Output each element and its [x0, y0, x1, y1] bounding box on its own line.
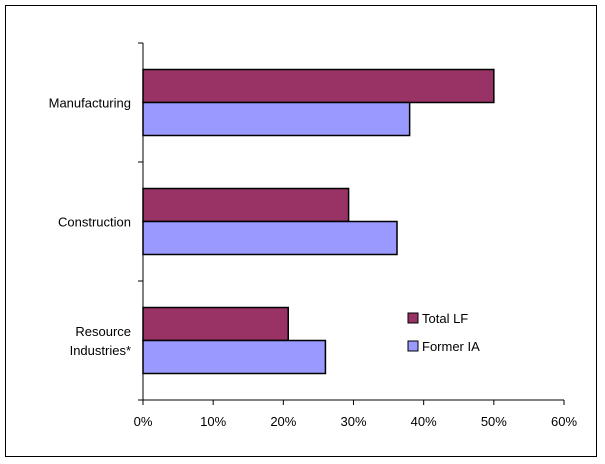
- x-tick-label: 30%: [340, 414, 366, 429]
- x-tick-label: 60%: [551, 414, 577, 429]
- bar-former-ia: [142, 339, 327, 375]
- category-label: Manufacturing: [49, 96, 131, 111]
- legend-swatch: [407, 312, 419, 324]
- legend-swatch: [407, 340, 419, 352]
- x-tick-label: 0%: [134, 414, 153, 429]
- x-tick-label: 20%: [270, 414, 296, 429]
- bar-total-lf: [142, 68, 495, 104]
- bar-total-lf: [142, 187, 350, 223]
- bar-former-ia: [142, 101, 411, 137]
- bar-total-lf: [142, 306, 289, 342]
- category-label: Resource: [75, 324, 131, 339]
- category-label: Industries*: [70, 343, 131, 358]
- x-tick-label: 10%: [200, 414, 226, 429]
- x-tick-label: 40%: [411, 414, 437, 429]
- x-tick-label: 50%: [481, 414, 507, 429]
- category-label: Construction: [58, 215, 131, 230]
- legend-label: Former IA: [422, 339, 480, 354]
- bar-former-ia: [142, 220, 398, 256]
- legend-label: Total LF: [422, 311, 468, 326]
